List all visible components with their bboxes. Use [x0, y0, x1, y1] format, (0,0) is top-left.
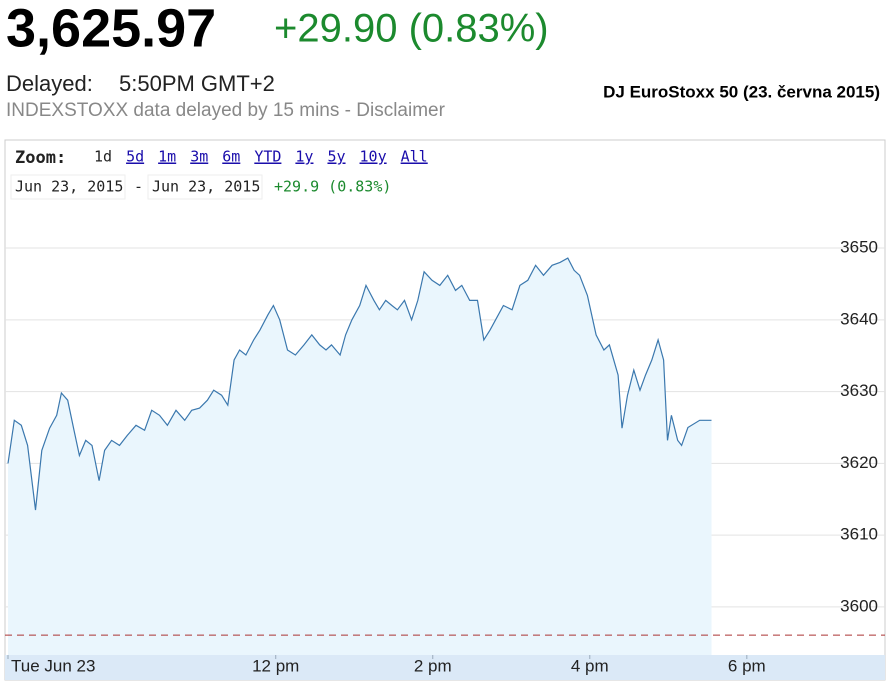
caption: DJ EuroStoxx 50 (23. června 2015) [603, 82, 880, 101]
x-tick-label: 12 pm [252, 656, 299, 675]
range-from[interactable]: Jun 23, 2015 [15, 178, 123, 196]
y-tick-label: 3600 [840, 596, 878, 615]
range-to[interactable]: Jun 23, 2015 [152, 178, 260, 196]
zoom-option[interactable]: All [401, 148, 428, 166]
zoom-option[interactable]: 5y [327, 148, 345, 166]
delayed-time: 5:50PM GMT+2 [119, 71, 275, 96]
zoom-option[interactable]: 1m [158, 148, 176, 166]
zoom-option[interactable]: 3m [190, 148, 208, 166]
range-separator: - [134, 178, 143, 196]
x-axis-bar [5, 655, 885, 680]
zoom-option[interactable]: 10y [360, 148, 387, 166]
y-tick-label: 3640 [840, 309, 878, 328]
delayed-label: Delayed: [6, 71, 93, 96]
zoom-label: Zoom: [15, 148, 66, 168]
y-tick-label: 3650 [840, 238, 878, 257]
x-tick-label: 4 pm [571, 656, 609, 675]
x-tick-label: 2 pm [414, 656, 452, 675]
zoom-option[interactable]: 5d [126, 148, 144, 166]
zoom-option[interactable]: 1y [295, 148, 313, 166]
zoom-option[interactable]: YTD [254, 148, 281, 166]
y-tick-label: 3620 [840, 453, 878, 472]
area-fill [8, 258, 712, 655]
disclaimer: INDEXSTOXX data delayed by 15 mins - Dis… [6, 100, 446, 121]
zoom-option[interactable]: 1d [94, 148, 112, 166]
range-change: +29.9 (0.83%) [274, 178, 391, 196]
zoom-option[interactable]: 6m [222, 148, 240, 166]
range-from-input[interactable] [10, 174, 126, 200]
price-line [7, 257, 712, 511]
range-to-input[interactable] [147, 174, 263, 200]
y-tick-label: 3630 [840, 381, 878, 400]
price: 3,625.97 [6, 0, 216, 58]
x-tick-label: 6 pm [728, 656, 766, 675]
x-tick-label: Tue Jun 23 [11, 656, 95, 675]
y-tick-label: 3610 [840, 525, 878, 544]
price-change: +29.90 (0.83%) [274, 7, 549, 51]
